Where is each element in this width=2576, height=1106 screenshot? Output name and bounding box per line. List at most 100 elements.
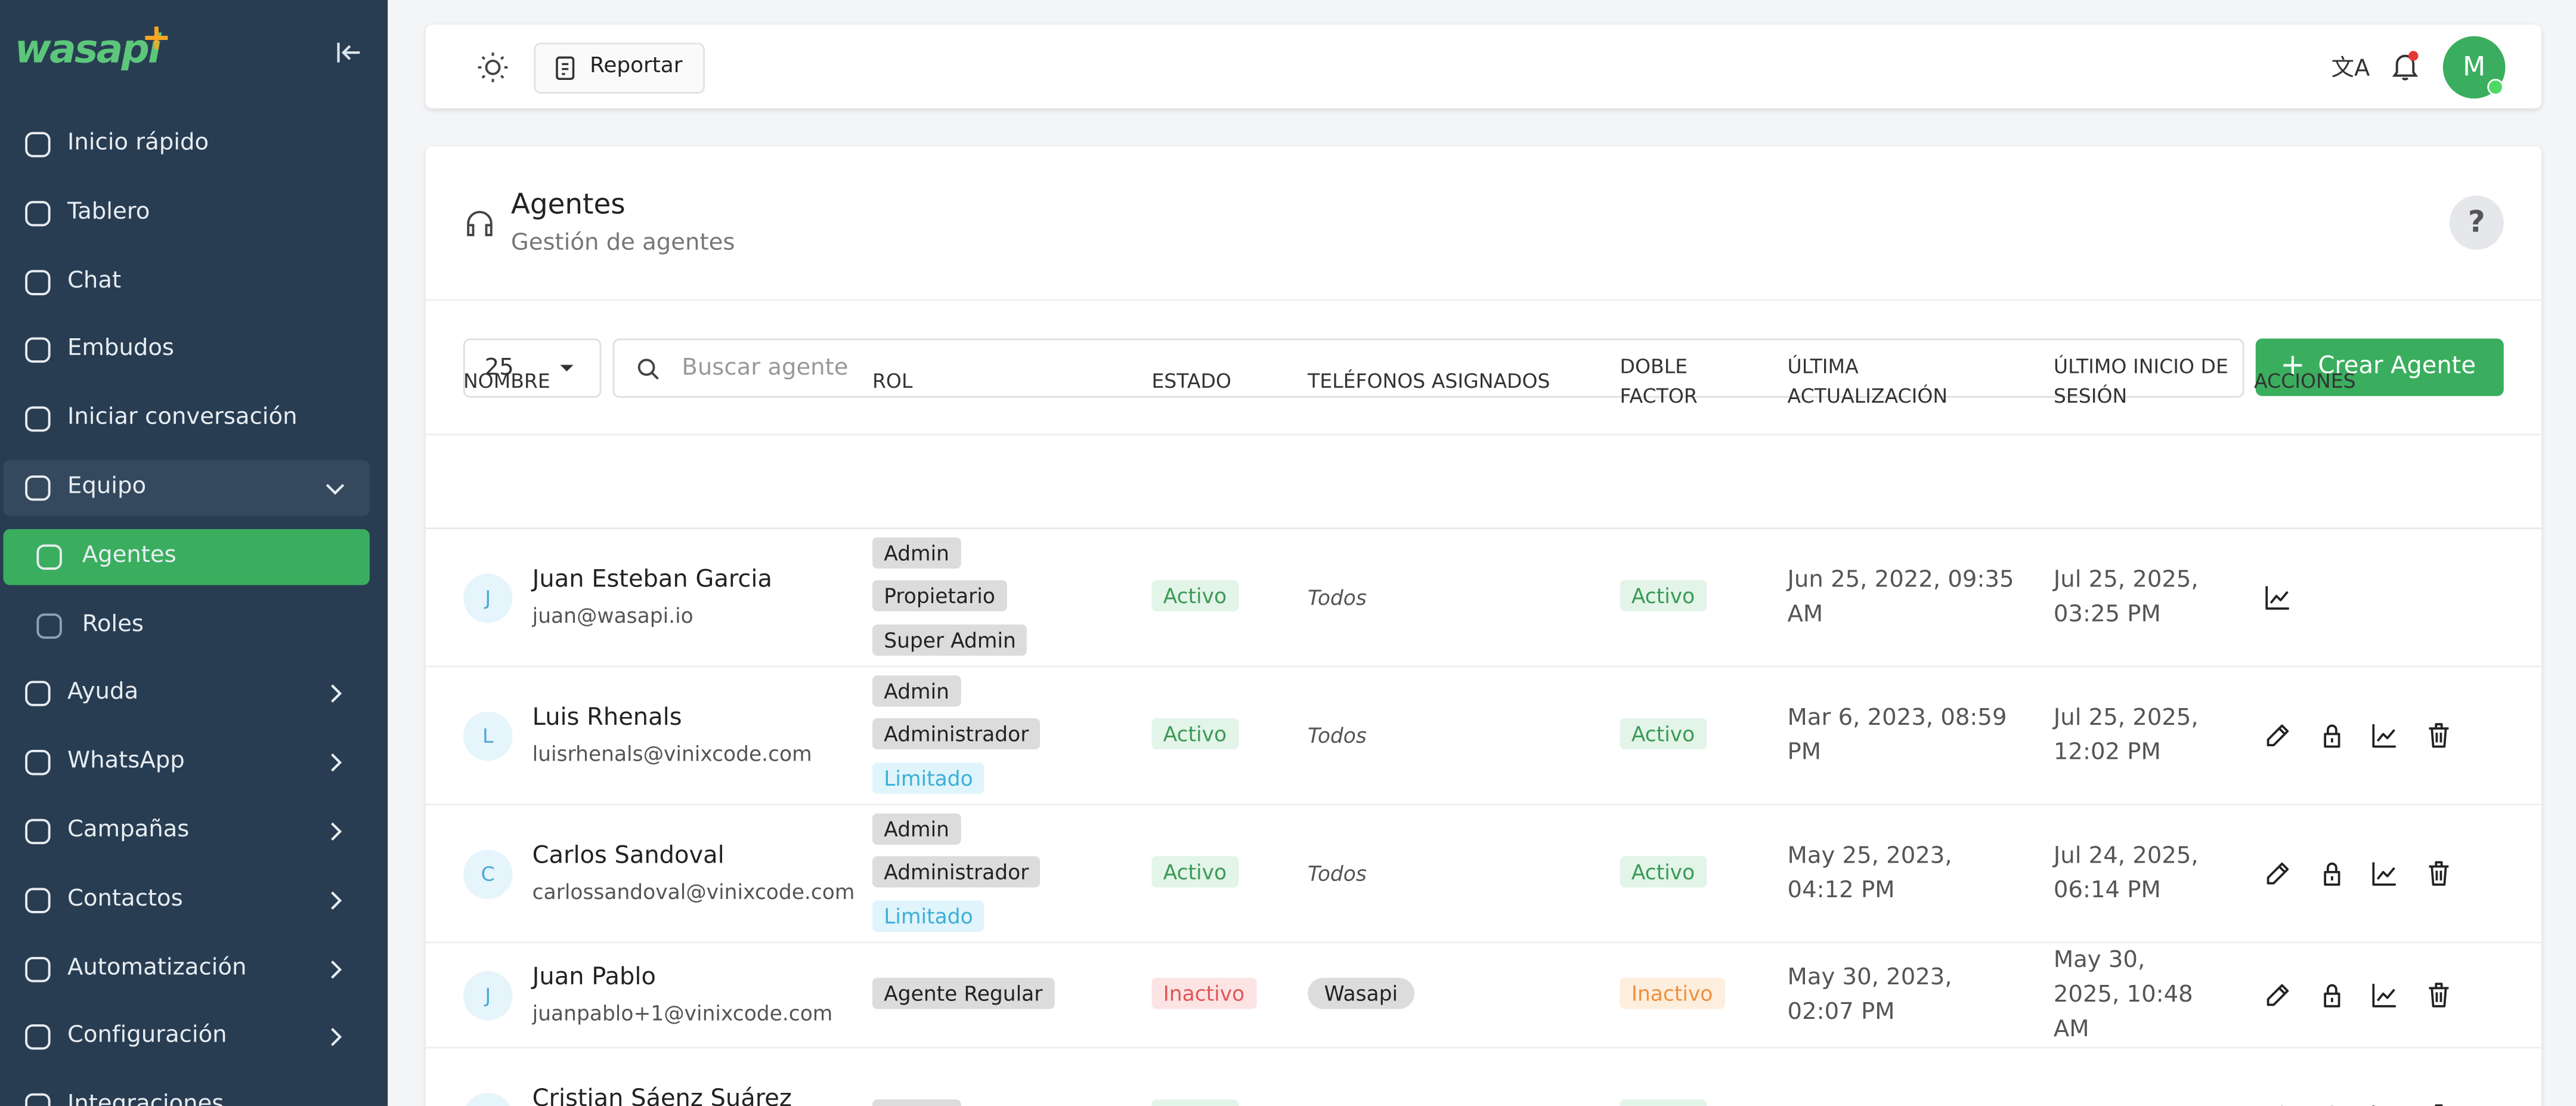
search-placeholder: Buscar agente: [682, 355, 849, 382]
nav-label[interactable]: Automatización: [67, 954, 247, 981]
role-badge: Admin: [872, 812, 961, 844]
agent-name: Juan Pablo: [532, 965, 656, 991]
chevron-shape: [331, 685, 342, 703]
nav-icon-shape: [25, 887, 51, 913]
nav-label[interactable]: Inicio rápido: [67, 129, 209, 156]
action-chart[interactable]: [2371, 981, 2399, 1009]
agents-card: Agentes Gestión de agentes ? 25 Buscar a…: [425, 146, 2542, 1106]
action-lock[interactable]: [2317, 981, 2345, 1009]
nav-label[interactable]: Roles: [82, 610, 144, 637]
nav-label[interactable]: WhatsApp: [67, 747, 185, 775]
role-badge: Administrador: [872, 856, 1041, 888]
action-trash[interactable]: [2424, 721, 2452, 749]
logo: wasapi: [14, 26, 162, 73]
column-header: DOBLE FACTOR: [1620, 355, 1698, 408]
action-lock[interactable]: [2317, 1102, 2345, 1106]
nav-chevron: [326, 484, 345, 495]
avatar-initial: L: [463, 711, 513, 761]
action-trash[interactable]: [2424, 981, 2452, 1009]
row-divider: [425, 665, 2542, 668]
last-login: Jul 25, 2025,: [2054, 1100, 2218, 1106]
chevron-shape: [331, 753, 342, 772]
divider: [425, 299, 2542, 301]
action-edit[interactable]: [2264, 860, 2292, 888]
nav-icon-shape: [25, 750, 51, 776]
nav-icon-shape: [25, 681, 51, 707]
nav-icon: [25, 338, 51, 364]
action-icon-shape: [2323, 724, 2340, 748]
status-badge: Activo: [1151, 1099, 1239, 1106]
column-header: ROL: [872, 369, 913, 393]
nav-label[interactable]: Ayuda: [67, 679, 139, 706]
column-header: ÚLTIMO INICIO DE SESIÓN: [2053, 355, 2228, 408]
create-agent-button[interactable]: + Crear Agente: [2255, 338, 2504, 396]
logo-plus: +: [141, 18, 172, 60]
nav-icon: [25, 1093, 51, 1106]
translate-icon[interactable]: 文A: [2331, 55, 2370, 82]
action-icon-shape: [2428, 983, 2448, 1008]
nav-label[interactable]: Tablero: [67, 198, 150, 225]
action-icon-shape: [2428, 723, 2448, 748]
action-chart[interactable]: [2371, 860, 2399, 888]
status-badge: Activo: [1151, 580, 1239, 611]
column-header: ÚLTIMA ACTUALIZACIÓN: [1787, 355, 1948, 408]
agent-name: Juan Esteban Garcia: [532, 567, 772, 594]
action-edit[interactable]: [2264, 981, 2292, 1009]
action-chart[interactable]: [2371, 1102, 2399, 1106]
nav-icon-shape: [25, 200, 51, 226]
nav-icon: [25, 406, 51, 432]
phones: Todos: [1308, 723, 1367, 748]
action-edit[interactable]: [2264, 1102, 2292, 1106]
nav-label[interactable]: Campañas: [67, 817, 190, 844]
avatar-initial: C: [463, 849, 513, 899]
create-agent-label: Crear Agente: [2318, 353, 2476, 380]
nav-icon: [25, 750, 51, 776]
nav-label[interactable]: Iniciar conversación: [67, 404, 298, 431]
online-dot: [2487, 79, 2504, 95]
nav-label[interactable]: Contactos: [67, 885, 183, 912]
nav-label[interactable]: Configuración: [67, 1022, 227, 1049]
action-chart[interactable]: [2371, 721, 2399, 749]
report-button[interactable]: Reportar: [534, 42, 705, 94]
nav-label[interactable]: Agentes: [82, 542, 177, 569]
action-lock[interactable]: [2317, 860, 2345, 888]
nav-open-bg: [3, 460, 370, 517]
nav-icon: [25, 818, 51, 845]
role-badge: Limitado: [872, 900, 984, 931]
action-chart[interactable]: [2264, 583, 2292, 611]
search-input[interactable]: Buscar agente: [612, 338, 2244, 398]
report-icon: [556, 56, 575, 81]
agent-email: luisrhenals@vinixcode.com: [532, 741, 812, 766]
nav-label[interactable]: Chat: [67, 267, 122, 294]
two-factor-badge: Activo: [1620, 856, 1707, 888]
theme-toggle[interactable]: [478, 52, 508, 82]
column-header: TELÉFONOS ASIGNADOS: [1308, 369, 1550, 393]
help-button[interactable]: ?: [2449, 195, 2504, 250]
action-trash[interactable]: [2424, 1102, 2452, 1106]
notifications-icon[interactable]: [2392, 51, 2419, 81]
nav-icon: [25, 956, 51, 982]
row-divider: [425, 804, 2542, 805]
nav-label[interactable]: Equipo: [67, 473, 147, 500]
action-edit[interactable]: [2264, 721, 2292, 749]
action-trash[interactable]: [2424, 860, 2452, 888]
collapse-icon[interactable]: [337, 41, 363, 64]
nav-label[interactable]: Integraciones: [67, 1091, 224, 1106]
nav-chevron: [331, 891, 342, 910]
chevron-shape: [331, 822, 342, 841]
status-badge: Activo: [1151, 718, 1239, 750]
last-login: Jul 25, 2025, 03:25 PM: [2053, 567, 2199, 628]
nav-icon-shape: [25, 406, 51, 432]
action-lock[interactable]: [2317, 721, 2345, 749]
chevron-shape: [326, 484, 345, 495]
agent-name: Cristian Sáenz Suárez: [532, 1086, 792, 1106]
avatar[interactable]: M: [2442, 36, 2506, 99]
action-icon-shape: [2265, 586, 2289, 610]
chevron-shape: [331, 891, 342, 910]
nav-icon-shape: [25, 269, 51, 295]
divider: [425, 434, 2542, 436]
nav-label[interactable]: Embudos: [67, 336, 175, 363]
nav-chevron: [331, 1028, 342, 1047]
page-size-select[interactable]: 25: [463, 338, 602, 398]
